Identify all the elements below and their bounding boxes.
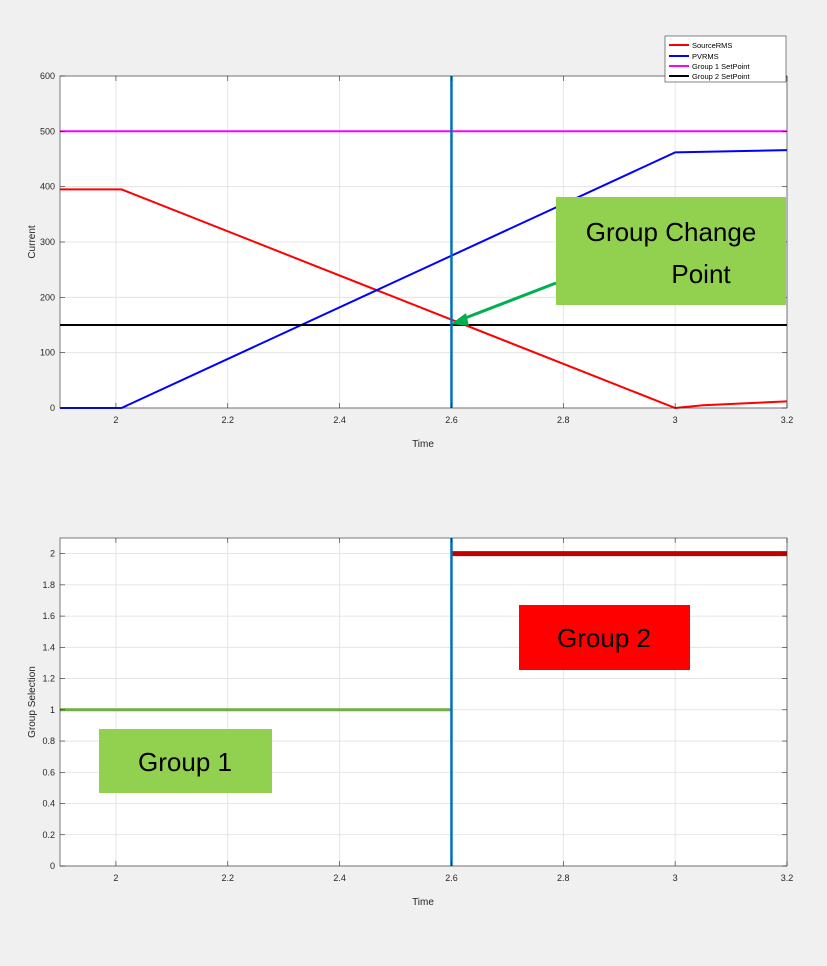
y-tick-label: 0.4 xyxy=(42,799,55,809)
y-tick-label: 300 xyxy=(40,237,55,247)
x-tick-label: 2.2 xyxy=(222,415,235,425)
group-y-label: Group Selection xyxy=(27,666,38,738)
group-change-arrow xyxy=(459,281,557,322)
group-ticks: 2 2.2 2.4 2.6 2.8 3 3.2 0 0.2 0.4 0.6 0.8 1 1.2 1.4 1.6… xyxy=(42,538,793,883)
x-tick-label: 2.2 xyxy=(222,873,235,883)
x-tick-label: 3 xyxy=(673,415,678,425)
legend: SourceRMS PVRMS Group 1 SetPoint Group 2… xyxy=(664,35,787,83)
y-tick-label: 0 xyxy=(50,403,55,413)
group-series xyxy=(60,538,787,866)
y-tick-label: 1 xyxy=(50,705,55,715)
legend-sourcerms: SourceRMS xyxy=(692,41,732,50)
x-tick-label: 3.2 xyxy=(781,873,794,883)
current-y-label: Current xyxy=(27,225,38,259)
y-tick-label: 0.8 xyxy=(42,736,55,746)
y-tick-label: 1.4 xyxy=(42,642,55,652)
group-plot-area xyxy=(60,538,787,866)
y-tick-label: 0.6 xyxy=(42,767,55,777)
group-x-label: Time xyxy=(412,897,434,908)
legend-pvrms: PVRMS xyxy=(692,52,719,61)
group-1-callout: Group 1 xyxy=(99,729,272,793)
group-2-callout: Group 2 xyxy=(519,605,690,670)
group-change-line1: Group Change xyxy=(586,217,757,247)
group-change-box xyxy=(556,197,786,305)
y-tick-label: 0 xyxy=(50,861,55,871)
x-tick-label: 2.6 xyxy=(445,415,458,425)
group-change-callout: Group Change Point xyxy=(451,197,786,326)
current-plot: 2 2.2 2.4 2.6 2.8 3 3.2 0 100 200 300 400 500 600 Tim… xyxy=(27,35,793,450)
y-tick-label: 100 xyxy=(40,348,55,358)
x-tick-label: 2.4 xyxy=(333,873,346,883)
current-x-label: Time xyxy=(412,439,434,450)
y-tick-label: 500 xyxy=(40,126,55,136)
x-tick-label: 3 xyxy=(673,873,678,883)
group-change-arrowhead xyxy=(451,313,469,326)
group-2-label: Group 2 xyxy=(557,623,651,653)
x-tick-label: 2 xyxy=(113,415,118,425)
group-1-box xyxy=(99,729,272,793)
y-tick-label: 1.2 xyxy=(42,674,55,684)
x-tick-label: 2.8 xyxy=(557,415,570,425)
group-1-label: Group 1 xyxy=(138,747,232,777)
group-axes-box xyxy=(59,537,788,867)
x-tick-label: 2.6 xyxy=(445,873,458,883)
y-tick-label: 2 xyxy=(50,549,55,559)
x-tick-label: 2 xyxy=(113,873,118,883)
group-selection-plot: 2 2.2 2.4 2.6 2.8 3 3.2 0 0.2 0.4 0.6 0.8 1 1.2 1.4 1.6… xyxy=(27,537,793,908)
x-tick-label: 2.8 xyxy=(557,873,570,883)
x-tick-label: 3.2 xyxy=(781,415,794,425)
legend-group2-setpoint: Group 2 SetPoint xyxy=(692,72,750,81)
group-change-line2: Point xyxy=(671,259,731,289)
y-tick-label: 0.2 xyxy=(42,830,55,840)
y-tick-label: 400 xyxy=(40,182,55,192)
y-tick-label: 200 xyxy=(40,292,55,302)
group-2-box xyxy=(519,605,690,670)
y-tick-label: 600 xyxy=(40,71,55,81)
legend-box xyxy=(664,35,787,83)
current-ticks: 2 2.2 2.4 2.6 2.8 3 3.2 0 100 200 300 400 500 600 xyxy=(40,71,793,425)
x-tick-label: 2.4 xyxy=(333,415,346,425)
legend-group1-setpoint: Group 1 SetPoint xyxy=(692,62,750,71)
y-tick-label: 1.8 xyxy=(42,580,55,590)
y-tick-label: 1.6 xyxy=(42,611,55,621)
